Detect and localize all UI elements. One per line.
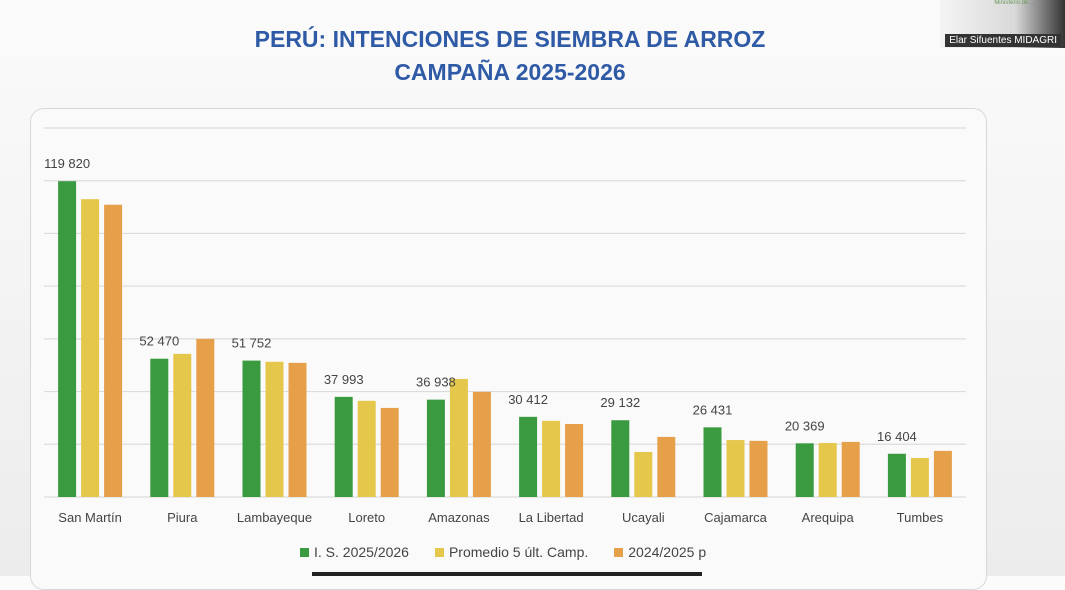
bar-2	[726, 440, 745, 497]
category-label: Piura	[167, 510, 198, 525]
bar-1	[795, 443, 814, 497]
legend-label: Promedio 5 últ. Camp.	[448, 544, 589, 560]
category-label: Tumbes	[897, 510, 944, 525]
chart-title-line2: CAMPAÑA 2025-2026	[394, 59, 626, 85]
bar-1	[611, 420, 630, 497]
bar-1	[703, 427, 722, 497]
bar-1	[519, 416, 538, 497]
video-control-bar[interactable]	[312, 572, 702, 576]
category-label: Amazonas	[428, 510, 490, 525]
bar-1	[242, 360, 261, 497]
chart-title-line1: PERÚ: INTENCIONES DE SIEMBRA DE ARROZ	[254, 26, 766, 52]
legend-item-s3: 2024/2025 p	[614, 544, 706, 560]
org-label: Ministerio de ...	[994, 0, 1035, 6]
bar-3	[841, 441, 860, 497]
legend-swatch	[434, 548, 444, 557]
bar-1	[426, 399, 445, 497]
legend-swatch	[614, 548, 624, 557]
category-label: Arequipa	[802, 510, 855, 525]
data-label: 30 412	[508, 392, 548, 407]
data-label: 52 470	[139, 334, 179, 349]
bar-2	[910, 457, 929, 497]
data-label: 37 993	[324, 372, 364, 387]
bar-3	[933, 450, 952, 497]
category-label: Lambayeque	[237, 510, 312, 525]
bar-3	[749, 440, 768, 497]
participant-video: Ministerio de ... Elar Sifuentes MIDAGRI	[940, 0, 1065, 48]
bar-2	[449, 378, 468, 497]
bar-1	[58, 181, 77, 497]
legend-label: I. S. 2025/2026	[314, 544, 409, 560]
legend-swatch	[300, 548, 309, 557]
legend-item-s1: I. S. 2025/2026	[300, 544, 409, 560]
data-label: 36 938	[416, 375, 456, 390]
data-label: 29 132	[600, 395, 640, 410]
bar-2	[357, 400, 376, 497]
category-label: Loreto	[348, 510, 385, 525]
legend-label: 2024/2025 p	[628, 544, 707, 560]
legend: I. S. 2025/2026 Promedio 5 últ. Camp. 20…	[300, 544, 706, 560]
bar-1	[887, 453, 906, 497]
bar-3	[565, 423, 584, 497]
chart-panel	[30, 108, 987, 590]
bar-2	[173, 353, 192, 497]
data-label: 26 431	[693, 402, 733, 417]
bar-3	[472, 391, 491, 497]
legend-item-s2: Promedio 5 últ. Camp.	[434, 544, 589, 560]
data-label: 20 369	[785, 418, 825, 433]
bar-3	[196, 338, 215, 497]
bar-2	[265, 361, 284, 497]
bar-3	[380, 407, 399, 497]
bar-1	[334, 396, 353, 497]
bar-3	[288, 362, 307, 497]
bar-1	[150, 358, 169, 497]
category-label: Ucayali	[622, 510, 665, 525]
bar-chart: 119 820 San Martín 52 470 Piura 51 752 Lambay…	[44, 127, 966, 525]
category-label: Cajamarca	[704, 510, 768, 525]
bar-2	[81, 199, 100, 497]
bar-2	[542, 420, 561, 497]
data-label: 119 820	[44, 156, 90, 171]
participant-name: Elar Sifuentes MIDAGRI	[945, 34, 1061, 47]
data-label: 16 404	[877, 429, 917, 444]
category-label: San Martín	[58, 510, 122, 525]
bar-3	[104, 204, 123, 497]
data-label: 51 752	[232, 336, 272, 351]
bar-2	[634, 451, 653, 497]
category-label: La Libertad	[519, 510, 584, 525]
bar-2	[818, 442, 837, 497]
bar-3	[657, 436, 676, 497]
